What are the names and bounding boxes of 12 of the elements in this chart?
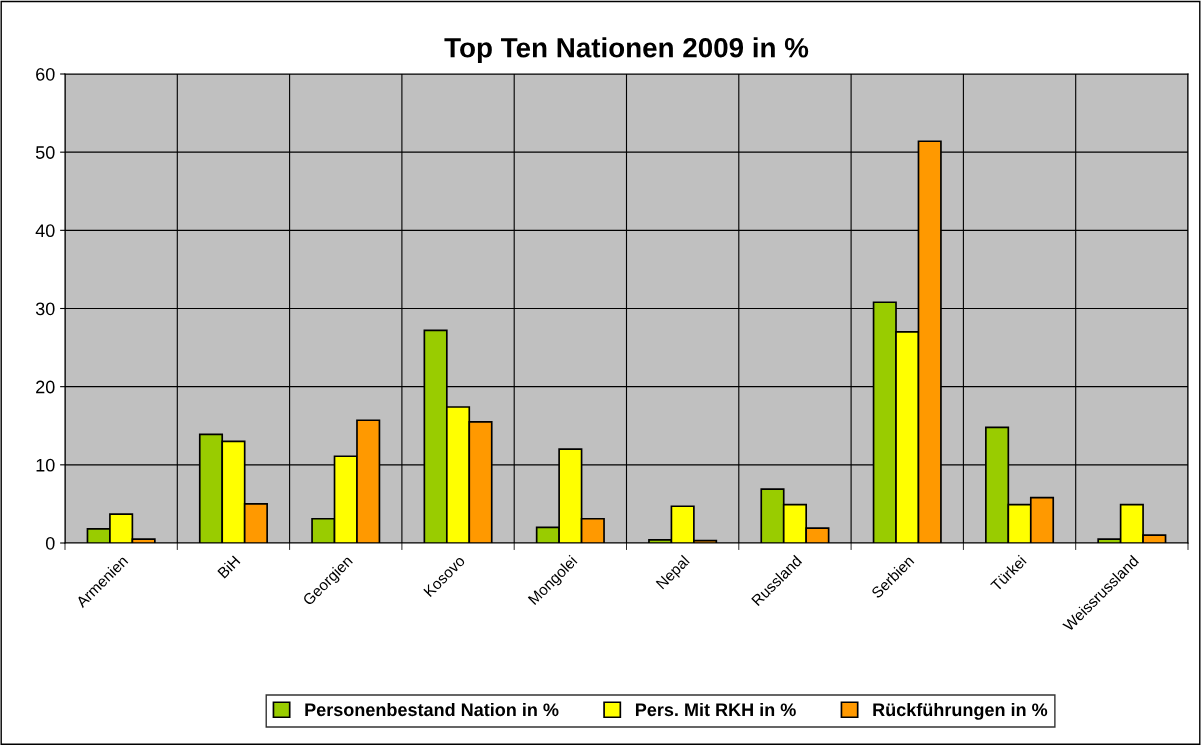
legend-label: Personenbestand Nation in % <box>305 702 559 717</box>
y-tick-label: 0 <box>45 536 55 550</box>
chart-title: Top Ten Nationen 2009 in % <box>444 37 809 64</box>
x-tick-label: BiH <box>216 554 241 579</box>
y-tick-label: 10 <box>36 458 55 472</box>
y-tick-label: 40 <box>35 224 55 238</box>
y-tick-label: 20 <box>36 380 55 394</box>
y-tick-label: 60 <box>36 67 55 81</box>
y-tick-label: 30 <box>35 302 55 316</box>
y-tick-label: 50 <box>35 146 55 159</box>
legend-label: Pers. Mit RKH in % <box>635 702 796 717</box>
legend-label: Rückführungen in % <box>873 702 1048 720</box>
